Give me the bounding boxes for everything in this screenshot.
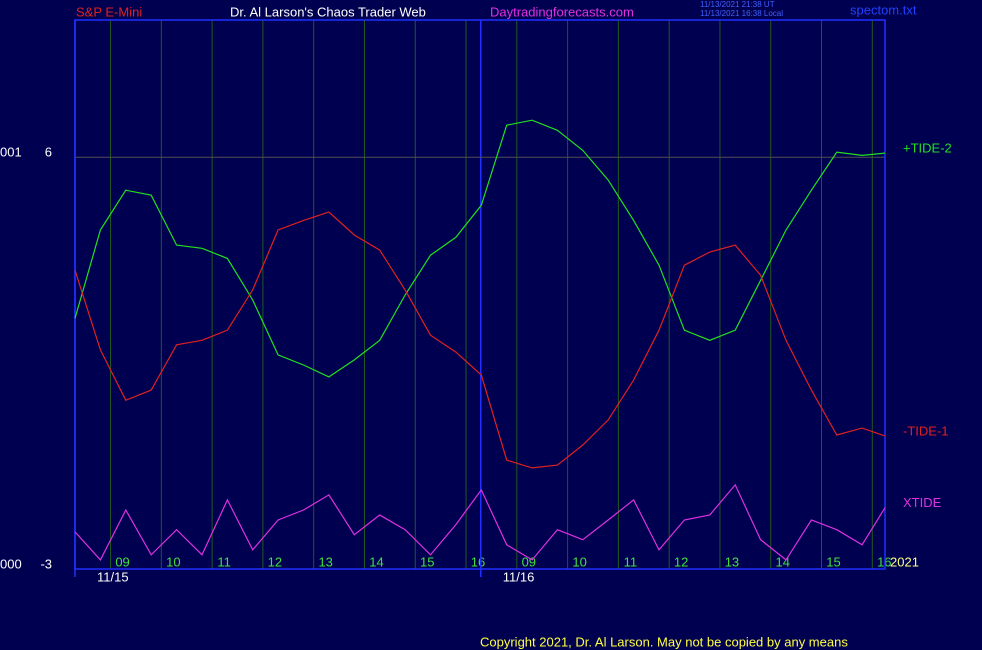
date-label: 11/15 <box>97 569 129 584</box>
year: 2021 <box>890 554 919 569</box>
legend-label: XTIDE <box>903 495 942 510</box>
x-tick-label: 15 <box>420 554 434 569</box>
time-ut: 11/13/2021 21:38 UT <box>700 0 775 9</box>
x-tick-label: 15 <box>826 554 840 569</box>
series-line <box>74 211 886 469</box>
x-tick-label: 11 <box>624 554 638 569</box>
x-tick-label: 10 <box>166 554 180 569</box>
date-label: 11/16 <box>503 569 535 584</box>
x-tick-label: 13 <box>725 554 739 569</box>
x-tick-label: 12 <box>268 554 282 569</box>
x-tick-label: 16 <box>471 554 485 569</box>
series-line <box>74 119 886 378</box>
left-label: 001 <box>0 145 22 160</box>
copyright: Copyright 2021, Dr. Al Larson. May not b… <box>480 634 848 649</box>
x-tick-label: 10 <box>572 554 586 569</box>
x-tick-label: 09 <box>522 554 536 569</box>
x-tick-label: 13 <box>318 554 332 569</box>
legend-label: -TIDE-1 <box>903 423 949 438</box>
x-tick-label: 09 <box>115 554 129 569</box>
time-local: 11/13/2021 16:38 Local <box>700 9 783 18</box>
y-tick-label: 6 <box>45 145 52 160</box>
x-tick-label: 11 <box>217 554 231 569</box>
series-line <box>74 483 886 561</box>
x-tick-label: 14 <box>369 554 383 569</box>
x-tick-label: 14 <box>776 554 790 569</box>
legend-label: +TIDE-2 <box>903 141 952 156</box>
plot-frame <box>74 19 886 570</box>
site: Daytradingforecasts.com <box>490 4 634 19</box>
x-tick-label: 12 <box>674 554 688 569</box>
file-name: spectom.txt <box>850 2 917 17</box>
symbol: S&P E-Mini <box>76 4 142 19</box>
y-tick-label: -3 <box>40 556 52 571</box>
left-label: 000 <box>0 556 22 571</box>
author: Dr. Al Larson's Chaos Trader Web <box>230 4 426 19</box>
